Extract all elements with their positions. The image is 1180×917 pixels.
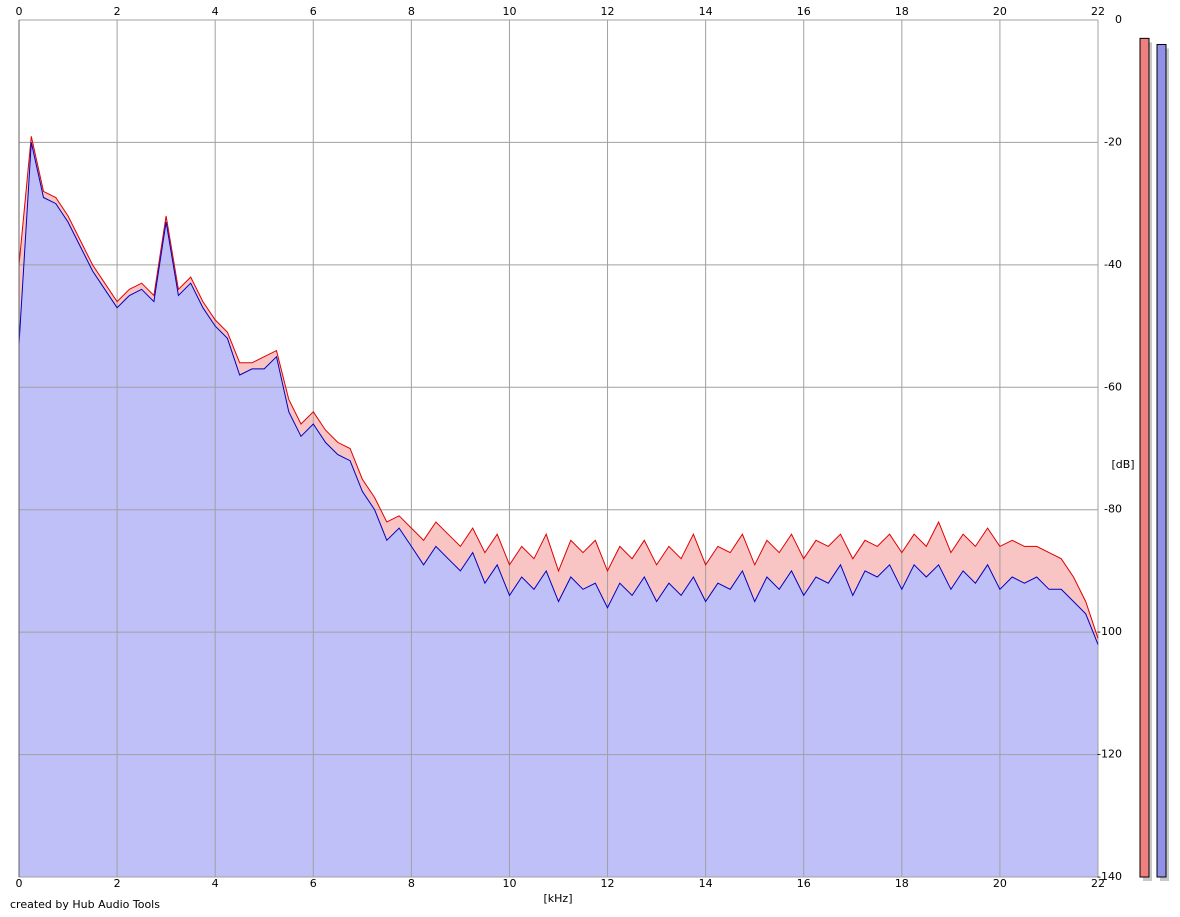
x-tick-label: 12 bbox=[601, 877, 615, 890]
area bbox=[19, 142, 1098, 877]
y-tick-label: -120 bbox=[1097, 748, 1122, 761]
areas bbox=[19, 136, 1098, 878]
line bbox=[18, 142, 1099, 645]
x-tick-label: 4 bbox=[212, 877, 219, 890]
y-tick-label: 0 bbox=[1115, 13, 1122, 26]
y-tick-label: -40 bbox=[1104, 258, 1122, 271]
x-tick-label: 22 bbox=[1091, 877, 1105, 890]
x-tick-label-top: 0 bbox=[16, 5, 23, 18]
x-tick-label-top: 2 bbox=[114, 5, 121, 18]
y-tick-label: -100 bbox=[1097, 625, 1122, 638]
x-tick-label-top: 4 bbox=[212, 5, 219, 18]
x-tick-label: 18 bbox=[895, 877, 909, 890]
level-meter bbox=[1139, 37, 1150, 878]
y-tick-label: -20 bbox=[1104, 135, 1122, 148]
y-tick-label: -60 bbox=[1104, 380, 1122, 393]
x-tick-label-top: 22 bbox=[1091, 5, 1105, 18]
x-tick-label-top: 8 bbox=[408, 5, 415, 18]
y-tick-label: -140 bbox=[1097, 870, 1122, 883]
x-tick-label-top: 6 bbox=[310, 5, 317, 18]
lines bbox=[18, 136, 1099, 645]
x-tick-label: 20 bbox=[993, 877, 1007, 890]
x-tick-label: 0 bbox=[16, 877, 23, 890]
x-tick-label: 2 bbox=[114, 877, 121, 890]
x-axis-label: [kHz] bbox=[544, 892, 573, 905]
grid bbox=[18, 19, 1099, 878]
x-tick-label: 6 bbox=[310, 877, 317, 890]
credit: created by Hub Audio Tools bbox=[10, 898, 160, 911]
line bbox=[18, 136, 1099, 639]
x-tick-label-top: 20 bbox=[993, 5, 1007, 18]
y-tick-label: -80 bbox=[1104, 503, 1122, 516]
x-tick-label-top: 18 bbox=[895, 5, 909, 18]
x-tick-label-top: 14 bbox=[699, 5, 713, 18]
x-tick-label-top: 10 bbox=[502, 5, 516, 18]
x-tick-label-top: 16 bbox=[797, 5, 811, 18]
y-axis-label: [dB] bbox=[1111, 458, 1134, 471]
x-tick-label: 16 bbox=[797, 877, 811, 890]
x-tick-label: 8 bbox=[408, 877, 415, 890]
x-tick-label: 14 bbox=[699, 877, 713, 890]
level-meter bbox=[1156, 43, 1167, 878]
x-tick-label-top: 12 bbox=[601, 5, 615, 18]
x-tick-label: 10 bbox=[502, 877, 516, 890]
